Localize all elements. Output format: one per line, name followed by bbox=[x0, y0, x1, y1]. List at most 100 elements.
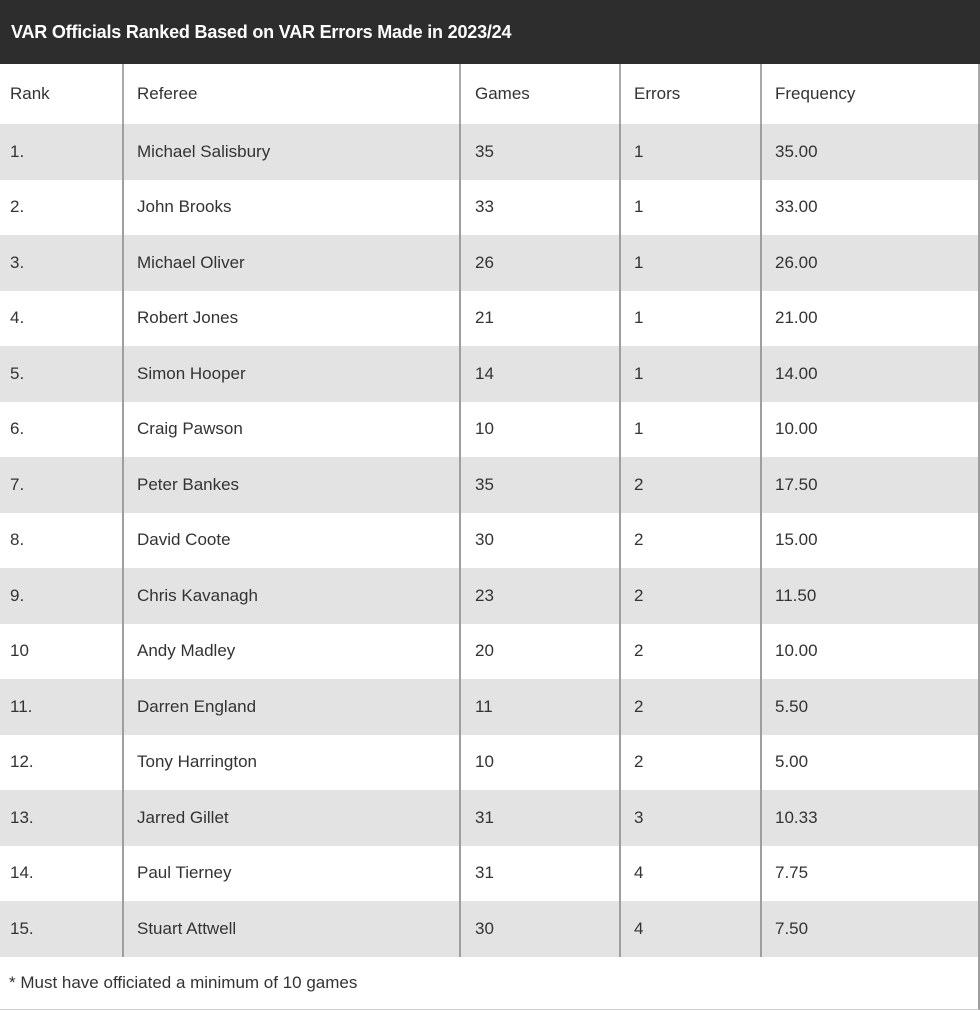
table-row: 15. Stuart Attwell 30 4 7.50 bbox=[0, 901, 980, 957]
cell-frequency: 10.00 bbox=[762, 623, 980, 679]
cell-errors: 2 bbox=[621, 679, 762, 735]
column-header-rank: Rank bbox=[0, 64, 124, 124]
cell-errors: 4 bbox=[621, 901, 762, 957]
cell-rank: 13. bbox=[0, 790, 124, 846]
cell-referee: Darren England bbox=[124, 679, 461, 735]
table-row: 11. Darren England 11 2 5.50 bbox=[0, 679, 980, 735]
cell-games: 35 bbox=[461, 124, 621, 180]
cell-referee: Andy Madley bbox=[124, 623, 461, 679]
cell-games: 10 bbox=[461, 734, 621, 790]
cell-referee: Craig Pawson bbox=[124, 401, 461, 457]
cell-games: 30 bbox=[461, 512, 621, 568]
cell-errors: 2 bbox=[621, 512, 762, 568]
table-row: 14. Paul Tierney 31 4 7.75 bbox=[0, 845, 980, 901]
cell-rank: 4. bbox=[0, 290, 124, 346]
cell-games: 14 bbox=[461, 346, 621, 402]
cell-rank: 12. bbox=[0, 734, 124, 790]
table-row: 8. David Coote 30 2 15.00 bbox=[0, 512, 980, 568]
cell-games: 30 bbox=[461, 901, 621, 957]
cell-frequency: 33.00 bbox=[762, 179, 980, 235]
cell-referee: John Brooks bbox=[124, 179, 461, 235]
cell-rank: 5. bbox=[0, 346, 124, 402]
cell-rank: 2. bbox=[0, 179, 124, 235]
cell-referee: Robert Jones bbox=[124, 290, 461, 346]
cell-frequency: 35.00 bbox=[762, 124, 980, 180]
cell-errors: 2 bbox=[621, 623, 762, 679]
cell-rank: 6. bbox=[0, 401, 124, 457]
cell-errors: 4 bbox=[621, 845, 762, 901]
cell-rank: 14. bbox=[0, 845, 124, 901]
cell-rank: 11. bbox=[0, 679, 124, 735]
cell-rank: 9. bbox=[0, 568, 124, 624]
cell-referee: Peter Bankes bbox=[124, 457, 461, 513]
table-row: 10 Andy Madley 20 2 10.00 bbox=[0, 623, 980, 679]
cell-frequency: 17.50 bbox=[762, 457, 980, 513]
table-row: 13. Jarred Gillet 31 3 10.33 bbox=[0, 790, 980, 846]
table-row: 3. Michael Oliver 26 1 26.00 bbox=[0, 235, 980, 291]
cell-games: 35 bbox=[461, 457, 621, 513]
cell-games: 33 bbox=[461, 179, 621, 235]
footnote-text: * Must have officiated a minimum of 10 g… bbox=[9, 972, 358, 992]
var-officials-table: Rank Referee Games Errors Frequency 1. Mi… bbox=[0, 64, 980, 1010]
table-row: 7. Peter Bankes 35 2 17.50 bbox=[0, 457, 980, 513]
cell-rank: 7. bbox=[0, 457, 124, 513]
table-footnote-row: * Must have officiated a minimum of 10 g… bbox=[0, 956, 980, 1010]
table-row: 4. Robert Jones 21 1 21.00 bbox=[0, 290, 980, 346]
table-header-row: Rank Referee Games Errors Frequency bbox=[0, 64, 980, 124]
cell-frequency: 7.50 bbox=[762, 901, 980, 957]
cell-games: 20 bbox=[461, 623, 621, 679]
cell-referee: David Coote bbox=[124, 512, 461, 568]
table-row: 12. Tony Harrington 10 2 5.00 bbox=[0, 734, 980, 790]
cell-rank: 15. bbox=[0, 901, 124, 957]
cell-errors: 1 bbox=[621, 346, 762, 402]
cell-frequency: 10.00 bbox=[762, 401, 980, 457]
cell-frequency: 14.00 bbox=[762, 346, 980, 402]
column-header-frequency: Frequency bbox=[762, 64, 980, 124]
cell-referee: Chris Kavanagh bbox=[124, 568, 461, 624]
cell-errors: 1 bbox=[621, 290, 762, 346]
table-body: 1. Michael Salisbury 35 1 35.00 2. John Brooks… bbox=[0, 124, 980, 957]
table-title: VAR Officials Ranked Based on VAR Errors… bbox=[11, 21, 512, 42]
table-row: 1. Michael Salisbury 35 1 35.00 bbox=[0, 124, 980, 180]
column-header-games: Games bbox=[461, 64, 621, 124]
cell-rank: 1. bbox=[0, 124, 124, 180]
cell-games: 26 bbox=[461, 235, 621, 291]
cell-frequency: 26.00 bbox=[762, 235, 980, 291]
table-row: 5. Simon Hooper 14 1 14.00 bbox=[0, 346, 980, 402]
cell-games: 31 bbox=[461, 790, 621, 846]
table-row: 6. Craig Pawson 10 1 10.00 bbox=[0, 401, 980, 457]
cell-frequency: 15.00 bbox=[762, 512, 980, 568]
column-header-errors: Errors bbox=[621, 64, 762, 124]
cell-frequency: 11.50 bbox=[762, 568, 980, 624]
cell-games: 23 bbox=[461, 568, 621, 624]
cell-referee: Stuart Attwell bbox=[124, 901, 461, 957]
cell-referee: Tony Harrington bbox=[124, 734, 461, 790]
cell-frequency: 7.75 bbox=[762, 845, 980, 901]
cell-games: 21 bbox=[461, 290, 621, 346]
table-row: 9. Chris Kavanagh 23 2 11.50 bbox=[0, 568, 980, 624]
cell-games: 11 bbox=[461, 679, 621, 735]
cell-errors: 1 bbox=[621, 401, 762, 457]
table-row: 2. John Brooks 33 1 33.00 bbox=[0, 179, 980, 235]
cell-rank: 10 bbox=[0, 623, 124, 679]
cell-frequency: 5.00 bbox=[762, 734, 980, 790]
cell-referee: Michael Salisbury bbox=[124, 124, 461, 180]
cell-frequency: 5.50 bbox=[762, 679, 980, 735]
cell-games: 10 bbox=[461, 401, 621, 457]
cell-rank: 3. bbox=[0, 235, 124, 291]
cell-games: 31 bbox=[461, 845, 621, 901]
cell-errors: 1 bbox=[621, 235, 762, 291]
column-header-referee: Referee bbox=[124, 64, 461, 124]
cell-errors: 2 bbox=[621, 734, 762, 790]
cell-frequency: 21.00 bbox=[762, 290, 980, 346]
cell-referee: Jarred Gillet bbox=[124, 790, 461, 846]
cell-errors: 2 bbox=[621, 457, 762, 513]
cell-referee: Paul Tierney bbox=[124, 845, 461, 901]
cell-frequency: 10.33 bbox=[762, 790, 980, 846]
cell-referee: Simon Hooper bbox=[124, 346, 461, 402]
cell-errors: 2 bbox=[621, 568, 762, 624]
cell-errors: 3 bbox=[621, 790, 762, 846]
cell-errors: 1 bbox=[621, 124, 762, 180]
cell-rank: 8. bbox=[0, 512, 124, 568]
